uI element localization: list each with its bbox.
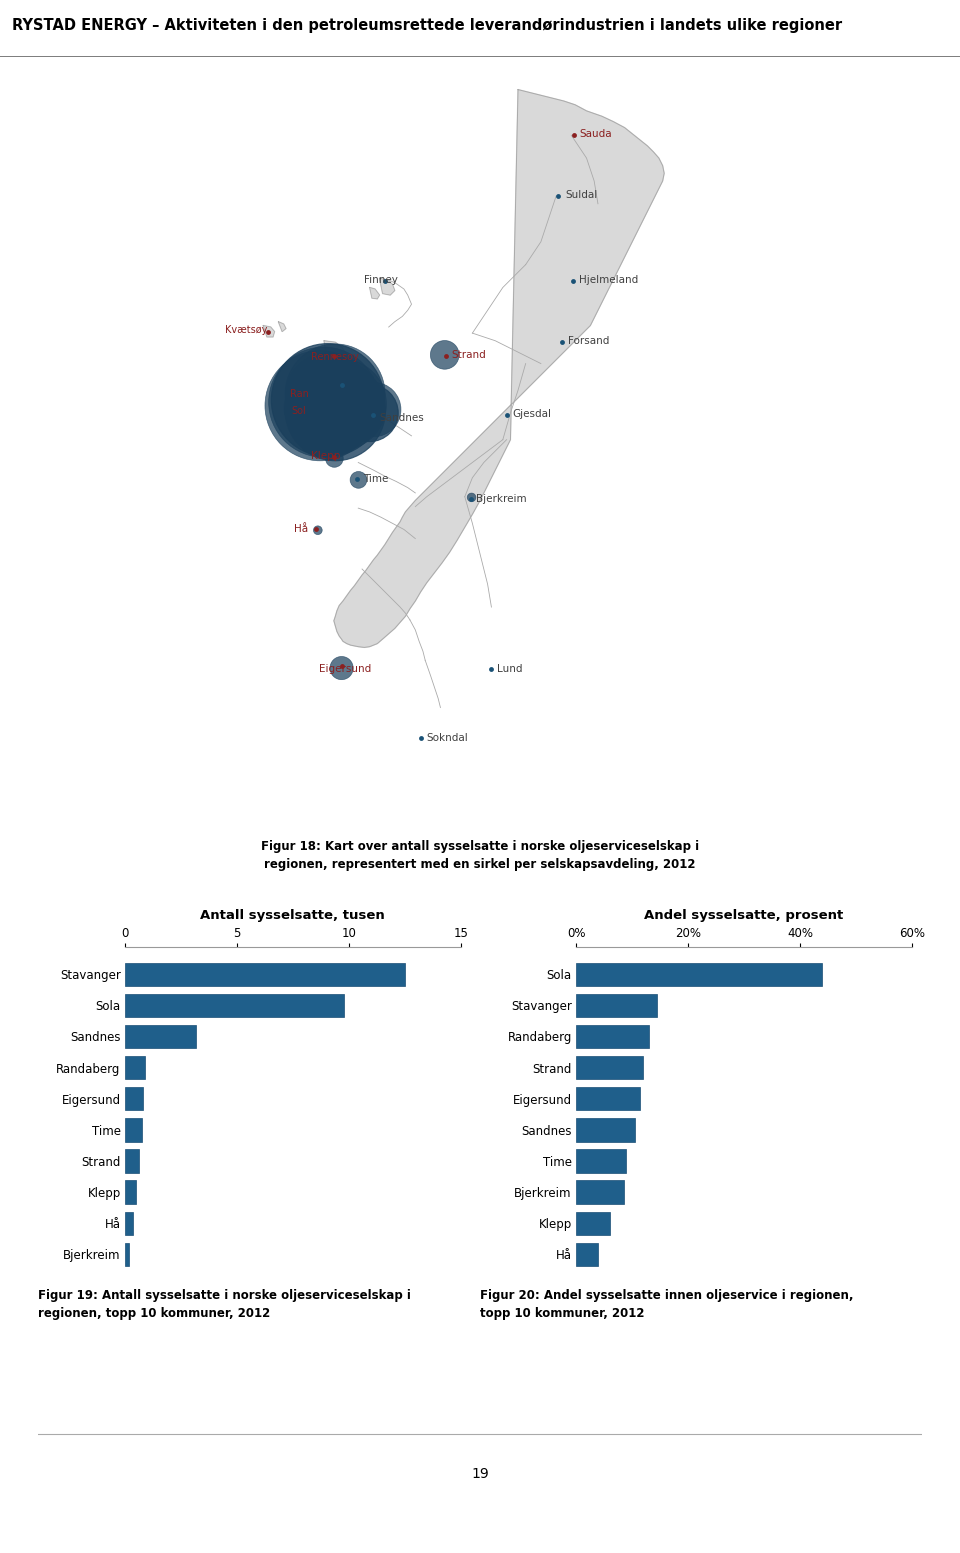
Bar xyxy=(125,1211,132,1235)
Circle shape xyxy=(289,357,367,435)
Circle shape xyxy=(294,368,362,436)
Circle shape xyxy=(308,391,358,443)
Bar xyxy=(125,1149,139,1173)
Circle shape xyxy=(462,491,480,508)
Bar xyxy=(125,1118,142,1141)
Text: Hå: Hå xyxy=(294,525,308,534)
Bar xyxy=(576,1242,598,1266)
Bar xyxy=(125,1180,136,1204)
Circle shape xyxy=(324,446,345,466)
Circle shape xyxy=(272,343,384,457)
Text: Hjelmeland: Hjelmeland xyxy=(579,275,638,284)
Text: Bjerkreim: Bjerkreim xyxy=(476,494,527,505)
Circle shape xyxy=(330,654,355,679)
Text: Figur 19: Antall sysselsatte i norske oljeserviceselskap i
regionen, topp 10 kom: Figur 19: Antall sysselsatte i norske ol… xyxy=(38,1289,411,1320)
Bar xyxy=(576,1056,643,1079)
Bar xyxy=(125,1025,197,1048)
Text: Strand: Strand xyxy=(451,349,486,360)
Circle shape xyxy=(290,373,373,457)
Circle shape xyxy=(341,385,398,441)
Text: Eigersund: Eigersund xyxy=(319,665,371,674)
Text: Figur 20: Andel sysselsatte innen oljeservice i regionen,
topp 10 kommuner, 2012: Figur 20: Andel sysselsatte innen oljese… xyxy=(480,1289,853,1320)
Polygon shape xyxy=(263,326,275,337)
Text: Lund: Lund xyxy=(496,665,522,674)
Text: Kvætsøy: Kvætsøy xyxy=(225,325,268,335)
Circle shape xyxy=(300,382,339,421)
Circle shape xyxy=(325,396,360,430)
Bar xyxy=(576,1211,610,1235)
Text: Time: Time xyxy=(363,474,388,485)
Circle shape xyxy=(437,345,459,367)
Bar xyxy=(125,963,405,986)
Bar xyxy=(576,963,823,986)
Circle shape xyxy=(277,351,382,457)
Circle shape xyxy=(283,349,371,438)
Text: RYSTAD ENERGY – Aktiviteten i den petroleumsrettede leverandørindustrien i lande: RYSTAD ENERGY – Aktiviteten i den petrol… xyxy=(12,19,842,33)
Text: Forsand: Forsand xyxy=(567,335,609,346)
Text: 19: 19 xyxy=(471,1466,489,1482)
Text: Suldal: Suldal xyxy=(565,189,597,200)
Bar xyxy=(576,1149,626,1173)
Bar xyxy=(576,994,658,1017)
Bar xyxy=(576,1087,640,1110)
Circle shape xyxy=(310,387,348,424)
Circle shape xyxy=(285,360,386,461)
Polygon shape xyxy=(370,287,379,298)
Text: Figur 18: Kart over antall sysselsatte i norske oljeserviceselskap i
regionen, r: Figur 18: Kart over antall sysselsatte i… xyxy=(261,840,699,871)
Polygon shape xyxy=(334,90,664,648)
Circle shape xyxy=(307,520,324,537)
Circle shape xyxy=(293,356,369,432)
Text: Rennesoy: Rennesoy xyxy=(311,353,359,362)
Circle shape xyxy=(336,380,346,390)
Polygon shape xyxy=(379,278,395,295)
Polygon shape xyxy=(278,321,286,332)
Circle shape xyxy=(272,337,381,446)
Circle shape xyxy=(349,388,392,432)
Title: Andel sysselsatte, prosent: Andel sysselsatte, prosent xyxy=(644,909,844,922)
Bar xyxy=(576,1025,649,1048)
Bar xyxy=(125,1087,143,1110)
Text: Finney: Finney xyxy=(365,275,398,284)
Bar xyxy=(125,1242,130,1266)
Text: Sol: Sol xyxy=(291,405,306,416)
Text: Klepp: Klepp xyxy=(311,452,341,461)
Text: Ran: Ran xyxy=(290,388,308,399)
Circle shape xyxy=(314,391,346,422)
Bar xyxy=(576,1118,635,1141)
Circle shape xyxy=(295,363,383,452)
Bar xyxy=(576,1180,624,1204)
Bar xyxy=(125,994,345,1017)
Circle shape xyxy=(344,467,368,491)
Circle shape xyxy=(281,348,376,444)
Bar xyxy=(125,1056,145,1079)
Polygon shape xyxy=(324,340,349,371)
Circle shape xyxy=(356,398,390,430)
Title: Antall sysselsatte, tusen: Antall sysselsatte, tusen xyxy=(201,909,385,922)
Text: Sokndal: Sokndal xyxy=(427,733,468,742)
Circle shape xyxy=(317,393,349,426)
Circle shape xyxy=(300,360,362,424)
Text: Gjesdal: Gjesdal xyxy=(512,408,551,419)
Text: Sandnes: Sandnes xyxy=(379,413,424,424)
Circle shape xyxy=(292,376,366,449)
Text: Sauda: Sauda xyxy=(579,129,612,138)
